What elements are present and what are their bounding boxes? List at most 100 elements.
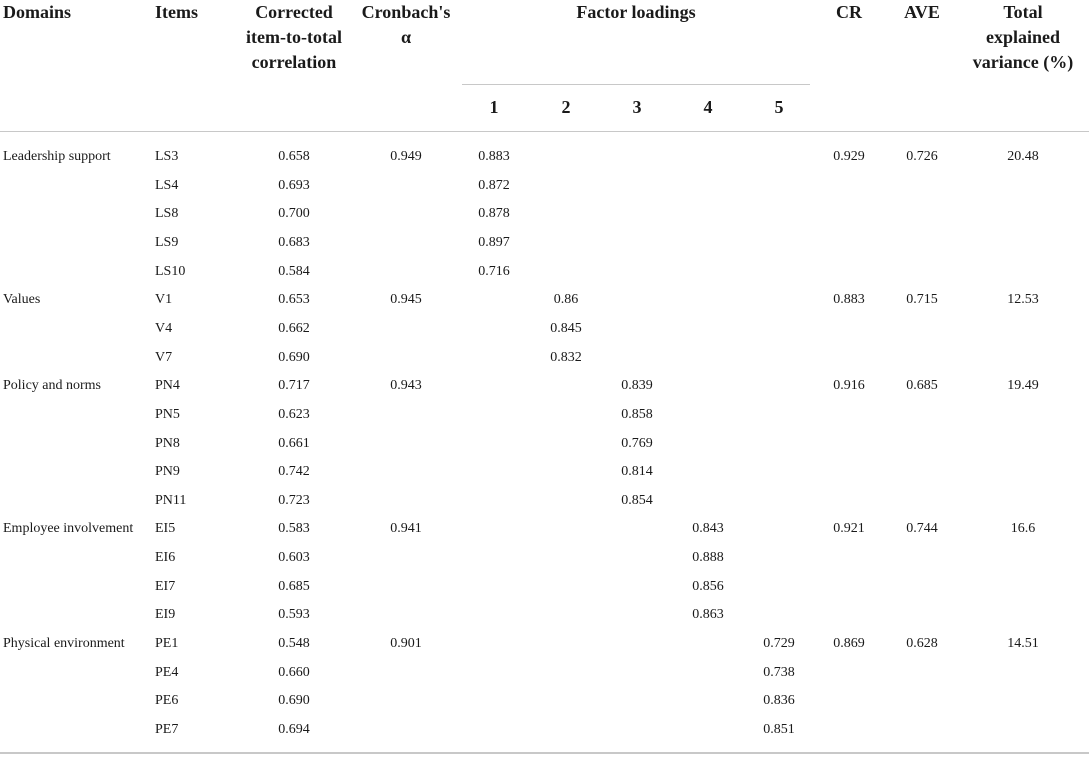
cell-item: LS4 — [155, 178, 179, 193]
cell-corr: 0.583 — [278, 521, 310, 536]
cell-corr: 0.685 — [278, 579, 310, 594]
cell-alpha: 0.943 — [390, 378, 422, 393]
cell-corr: 0.690 — [278, 350, 310, 365]
cell-corr: 0.742 — [278, 464, 310, 479]
cell-ave: 0.744 — [906, 521, 938, 536]
header-total-line-3: variance (%) — [972, 52, 1074, 72]
cell-item: LS10 — [155, 264, 186, 279]
cell-loading-factor-2: 0.832 — [550, 350, 582, 365]
cell-corr: 0.584 — [278, 264, 310, 279]
cell-domain: Physical environment — [3, 636, 125, 651]
cell-item: V7 — [155, 350, 173, 365]
header-total-line-2: explained — [985, 27, 1060, 47]
header-corrected-line-1: Corrected — [255, 2, 333, 22]
cell-alpha: 0.949 — [390, 149, 422, 164]
header-cronbach-line-2: α — [400, 27, 412, 47]
header-factor-4: 4 — [703, 97, 713, 117]
cell-corr: 0.658 — [278, 149, 310, 164]
cell-item: EI5 — [155, 521, 176, 536]
cell-item: PN11 — [155, 493, 187, 508]
header-corrected: Corrected item-to-total correlation — [232, 0, 356, 75]
cell-loading-factor-1: 0.872 — [478, 178, 510, 193]
cell-corr: 0.723 — [278, 493, 310, 508]
cell-loading-factor-3: 0.814 — [621, 464, 653, 479]
cell-corr: 0.690 — [278, 693, 310, 708]
cell-corr: 0.700 — [278, 206, 310, 221]
cell-loading-factor-5: 0.851 — [763, 722, 795, 737]
cell-corr: 0.693 — [278, 178, 310, 193]
cell-alpha: 0.945 — [390, 292, 422, 307]
cell-domain: Policy and norms — [3, 378, 101, 393]
cell-item: PN8 — [155, 436, 180, 451]
header-domains: Domains — [3, 2, 72, 22]
cell-domain: Values — [3, 292, 41, 307]
cell-loading-factor-3: 0.839 — [621, 378, 653, 393]
cell-variance: 16.6 — [1010, 521, 1036, 536]
cell-domain: Leadership support — [3, 149, 111, 164]
cell-item: LS3 — [155, 149, 179, 164]
cell-loading-factor-5: 0.836 — [763, 693, 795, 708]
header-cronbach-line-1: Cronbach's — [361, 2, 451, 22]
cell-item: LS9 — [155, 235, 179, 250]
cell-corr: 0.603 — [278, 550, 310, 565]
cell-corr: 0.593 — [278, 607, 310, 622]
cell-corr: 0.661 — [278, 436, 310, 451]
cell-loading-factor-1: 0.878 — [478, 206, 510, 221]
cell-alpha: 0.941 — [390, 521, 422, 536]
cell-corr: 0.660 — [278, 665, 310, 680]
cell-item: PN5 — [155, 407, 180, 422]
cell-cr: 0.869 — [833, 636, 865, 651]
cell-item: EI6 — [155, 550, 176, 565]
cell-corr: 0.548 — [278, 636, 310, 651]
header-factor-3: 3 — [632, 97, 642, 117]
cell-corr: 0.623 — [278, 407, 310, 422]
cell-variance: 19.49 — [1007, 378, 1039, 393]
cell-item: PE7 — [155, 722, 179, 737]
cell-variance: 20.48 — [1007, 149, 1039, 164]
header-factor-loadings: Factor loadings — [576, 2, 696, 22]
header-cr: CR — [836, 2, 862, 22]
cell-corr: 0.662 — [278, 321, 310, 336]
cell-loading-factor-3: 0.769 — [621, 436, 653, 451]
cell-domain: Employee involvement — [3, 521, 134, 536]
cell-ave: 0.628 — [906, 636, 938, 651]
cell-corr: 0.694 — [278, 722, 310, 737]
cell-cr: 0.929 — [833, 149, 865, 164]
header-total-line-1: Total — [1003, 2, 1043, 22]
header-cronbach: Cronbach's α — [356, 0, 456, 50]
cell-item: PE1 — [155, 636, 179, 651]
cell-ave: 0.685 — [906, 378, 938, 393]
cell-variance: 12.53 — [1007, 292, 1039, 307]
header-corrected-line-2: item-to-total — [246, 27, 342, 47]
cell-alpha: 0.901 — [390, 636, 422, 651]
cell-loading-factor-4: 0.843 — [692, 521, 724, 536]
header-factor-5: 5 — [774, 97, 784, 117]
cell-cr: 0.883 — [833, 292, 865, 307]
cell-loading-factor-4: 0.856 — [692, 579, 724, 594]
cell-corr: 0.683 — [278, 235, 310, 250]
cell-item: LS8 — [155, 206, 179, 221]
header-total-variance: Total explained variance (%) — [958, 0, 1088, 75]
header-ave: AVE — [904, 2, 940, 22]
cell-item: PE6 — [155, 693, 179, 708]
header-factor-1: 1 — [489, 97, 499, 117]
cell-corr: 0.717 — [278, 378, 310, 393]
cell-item: V4 — [155, 321, 173, 336]
cell-item: EI9 — [155, 607, 176, 622]
cell-cr: 0.916 — [833, 378, 865, 393]
factor-loadings-rule — [462, 84, 810, 85]
cell-cr: 0.921 — [833, 521, 865, 536]
cell-item: V1 — [155, 292, 173, 307]
cell-loading-factor-3: 0.858 — [621, 407, 653, 422]
cell-loading-factor-2: 0.845 — [550, 321, 582, 336]
header-factor-2: 2 — [561, 97, 571, 117]
cell-loading-factor-4: 0.863 — [692, 607, 724, 622]
header-corrected-line-3: correlation — [251, 52, 337, 72]
cell-loading-factor-5: 0.738 — [763, 665, 795, 680]
cell-loading-factor-1: 0.716 — [478, 264, 510, 279]
cell-loading-factor-1: 0.897 — [478, 235, 510, 250]
cell-variance: 14.51 — [1007, 636, 1039, 651]
cell-loading-factor-2: 0.86 — [553, 292, 579, 307]
cell-loading-factor-1: 0.883 — [478, 149, 510, 164]
cell-item: PN4 — [155, 378, 180, 393]
